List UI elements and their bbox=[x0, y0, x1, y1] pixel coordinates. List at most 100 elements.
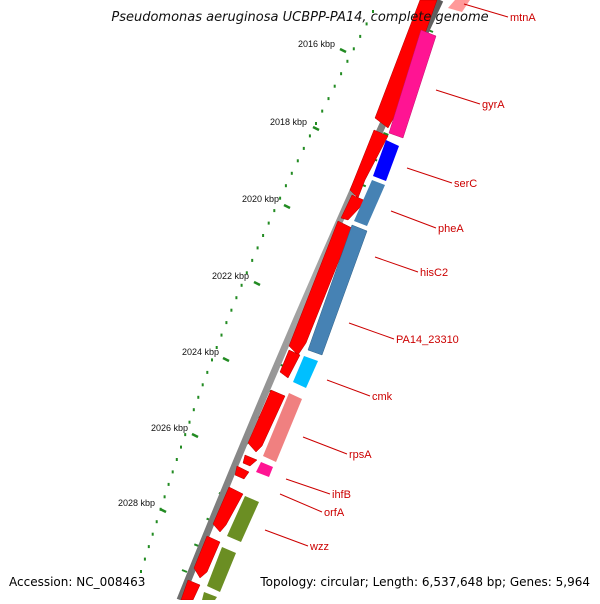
gene-forward-10 bbox=[193, 535, 221, 579]
tick-dot bbox=[180, 445, 182, 449]
leader-PA14_23310 bbox=[348, 322, 395, 340]
gene-label-orfA[interactable]: orfA bbox=[324, 507, 345, 519]
tick-dot bbox=[171, 470, 174, 474]
tick-dot bbox=[163, 495, 166, 499]
gene-label-mtnA[interactable]: mtnA bbox=[510, 12, 536, 24]
tick-label: 2020 kbp bbox=[242, 194, 279, 204]
tick-dot bbox=[256, 246, 259, 250]
gene-wzz-band-1 bbox=[227, 496, 259, 542]
leader-rpsA bbox=[302, 436, 348, 455]
tick-dot bbox=[225, 321, 228, 325]
tick-dot bbox=[155, 520, 158, 524]
gene-ihfB-band bbox=[256, 462, 273, 477]
major-tick bbox=[339, 47, 347, 54]
leader-serC bbox=[406, 167, 453, 184]
tick-dot bbox=[284, 184, 287, 188]
tick-label: 2028 kbp bbox=[118, 498, 155, 508]
tick-dot bbox=[308, 134, 311, 138]
gene-wzz-band-3 bbox=[202, 592, 217, 600]
major-tick bbox=[159, 507, 167, 514]
map-title: Pseudomonas aeruginosa UCBPP-PA14, compl… bbox=[111, 10, 489, 25]
leader-ihfB bbox=[285, 478, 331, 495]
gene-label-hisC2[interactable]: hisC2 bbox=[420, 267, 448, 279]
tick-dot bbox=[215, 346, 218, 349]
tick-dot bbox=[327, 97, 330, 101]
leader-hisC2 bbox=[374, 256, 419, 273]
major-tick bbox=[191, 432, 199, 439]
tick-dot bbox=[251, 258, 254, 262]
tick-dot bbox=[230, 308, 233, 312]
gene-labels: mtnA gyrA serC pheA hisC2 PA14_23310 cmk… bbox=[309, 12, 536, 553]
gene-label-wzz[interactable]: wzz bbox=[309, 541, 329, 553]
gene-forward-8 bbox=[234, 465, 250, 480]
tick-dot bbox=[143, 557, 146, 561]
tick-dot bbox=[267, 221, 270, 225]
tick-dot bbox=[352, 47, 355, 51]
gene-forward-7 bbox=[242, 454, 258, 467]
minor-tick bbox=[181, 569, 188, 573]
tick-dot bbox=[192, 408, 195, 412]
major-tick bbox=[253, 280, 261, 287]
tick-dot bbox=[333, 84, 336, 88]
gene-hisC2-band bbox=[307, 224, 368, 356]
tick-dot bbox=[201, 383, 204, 387]
tick-dot bbox=[211, 358, 213, 362]
tick-dot bbox=[147, 545, 150, 549]
tick-dot bbox=[206, 370, 209, 374]
leader-orfA bbox=[279, 493, 323, 513]
gene-forward-6 bbox=[247, 389, 286, 453]
tick-dot bbox=[359, 34, 362, 38]
leader-cmk bbox=[326, 379, 371, 397]
genome-summary-text: Topology: circular; Length: 6,537,648 bp… bbox=[260, 575, 590, 589]
gene-cmk-band bbox=[293, 356, 318, 388]
tick-label: 2024 kbp bbox=[182, 347, 219, 357]
second-strand bbox=[202, 0, 470, 600]
gene-label-ihfB[interactable]: ihfB bbox=[332, 489, 351, 501]
gene-label-serC[interactable]: serC bbox=[454, 178, 477, 190]
tick-dot bbox=[175, 458, 178, 461]
tick-dot bbox=[365, 22, 368, 26]
tick-dot bbox=[184, 433, 187, 437]
major-tick bbox=[222, 356, 230, 363]
gene-label-rpsA[interactable]: rpsA bbox=[349, 449, 372, 461]
tick-dot bbox=[188, 420, 191, 424]
tick-dot bbox=[197, 395, 200, 399]
forward-strand bbox=[180, 0, 438, 601]
gene-forward-4 bbox=[288, 220, 353, 356]
tick-label: 2018 kbp bbox=[270, 117, 307, 127]
tick-dot bbox=[151, 532, 154, 536]
gene-rpsA-band bbox=[263, 393, 302, 462]
gene-leaders bbox=[264, 3, 509, 547]
tick-dot bbox=[315, 122, 317, 125]
leader-wzz bbox=[264, 529, 309, 547]
tick-dot bbox=[321, 109, 324, 113]
gene-label-gyrA[interactable]: gyrA bbox=[482, 99, 505, 111]
gene-forward-3 bbox=[340, 194, 367, 221]
gene-pheA-band bbox=[354, 180, 385, 226]
major-tick bbox=[283, 203, 291, 210]
tick-dot bbox=[302, 146, 305, 150]
gene-label-pheA[interactable]: pheA bbox=[438, 223, 464, 235]
tick-label: 2022 kbp bbox=[212, 271, 249, 281]
gene-wzz-band-2 bbox=[207, 547, 236, 592]
tick-dot bbox=[245, 271, 248, 275]
tick-dot bbox=[262, 234, 265, 237]
gene-serC-band bbox=[373, 140, 399, 181]
tick-dot bbox=[140, 570, 142, 573]
tick-dot bbox=[372, 10, 374, 13]
tick-dot bbox=[296, 159, 299, 163]
tick-dot bbox=[273, 209, 276, 213]
gene-label-cmk[interactable]: cmk bbox=[372, 391, 393, 403]
minor-tick bbox=[383, 131, 389, 136]
gene-mtnA-band bbox=[448, 0, 470, 12]
tick-dot bbox=[279, 196, 282, 200]
major-tick bbox=[312, 125, 320, 132]
tick-dot bbox=[167, 482, 170, 486]
gene-label-PA14_23310[interactable]: PA14_23310 bbox=[396, 334, 459, 346]
gene-forward-2 bbox=[349, 129, 389, 199]
leader-mtnA bbox=[463, 3, 509, 18]
tick-dot bbox=[240, 283, 243, 287]
tick-dot bbox=[220, 333, 223, 337]
leader-gyrA bbox=[435, 89, 481, 105]
